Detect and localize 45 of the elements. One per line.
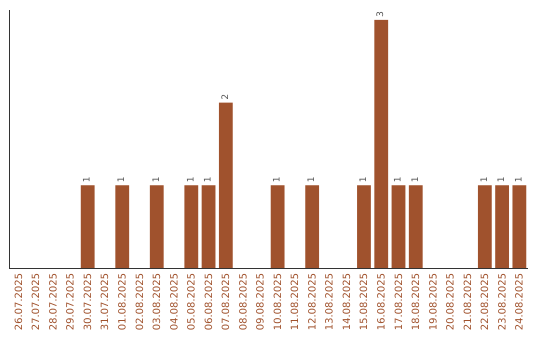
data-label: 1	[394, 176, 404, 182]
x-tick-label: 24.08.2025	[514, 273, 526, 330]
data-label: 1	[497, 176, 508, 182]
x-tick-label: 19.08.2025	[428, 273, 440, 330]
x-tick-label: 03.08.2025	[152, 273, 164, 330]
x-tick-label: 01.08.2025	[117, 273, 128, 330]
data-label: 1	[358, 176, 369, 182]
x-tick-label: 21.08.2025	[462, 273, 474, 330]
data-label: 1	[272, 176, 283, 182]
data-label: 1	[117, 176, 128, 182]
x-tick-label: 13.08.2025	[324, 273, 336, 330]
x-tick-label: 12.08.2025	[307, 273, 318, 330]
x-tick-label: 26.07.2025	[14, 273, 25, 330]
x-tick-label: 23.08.2025	[497, 273, 508, 330]
x-tick-label: 06.08.2025	[204, 273, 215, 330]
x-tick-label: 10.08.2025	[272, 273, 284, 330]
x-tick-label: 22.08.2025	[480, 273, 492, 330]
data-label: 1	[82, 176, 93, 182]
x-tick-label: 02.08.2025	[134, 273, 146, 330]
x-tick-label: 14.08.2025	[342, 273, 353, 330]
data-label: 1	[480, 176, 490, 182]
data-label: 1	[410, 176, 421, 182]
x-tick-label: 28.07.2025	[48, 273, 60, 330]
data-label: 1	[186, 176, 196, 182]
x-tick-label: 16.08.2025	[376, 273, 388, 330]
data-label: 1	[307, 176, 318, 182]
x-tick-label: 31.07.2025	[100, 273, 112, 330]
x-tick-label: 05.08.2025	[186, 273, 198, 330]
data-label: 1	[204, 176, 214, 182]
x-tick-label: 18.08.2025	[411, 273, 422, 330]
x-tick-label: 11.08.2025	[290, 273, 302, 330]
x-tick-label: 08.08.2025	[238, 273, 250, 330]
x-tick-label: 04.08.2025	[169, 273, 180, 330]
x-tick-label: 30.07.2025	[82, 273, 94, 330]
x-tick-label: 27.07.2025	[31, 273, 42, 330]
x-tick-label: 20.08.2025	[446, 273, 457, 330]
x-tick-label: 09.08.2025	[256, 273, 267, 330]
x-tick-label: 15.08.2025	[359, 273, 370, 330]
data-label: 2	[220, 94, 231, 100]
data-label: 1	[152, 176, 162, 182]
data-label: 3	[376, 11, 386, 17]
x-tick-label: 17.08.2025	[394, 273, 405, 330]
x-tick-label: 29.07.2025	[66, 273, 77, 330]
x-tick-label: 07.08.2025	[221, 273, 232, 330]
data-label: 1	[514, 176, 524, 182]
